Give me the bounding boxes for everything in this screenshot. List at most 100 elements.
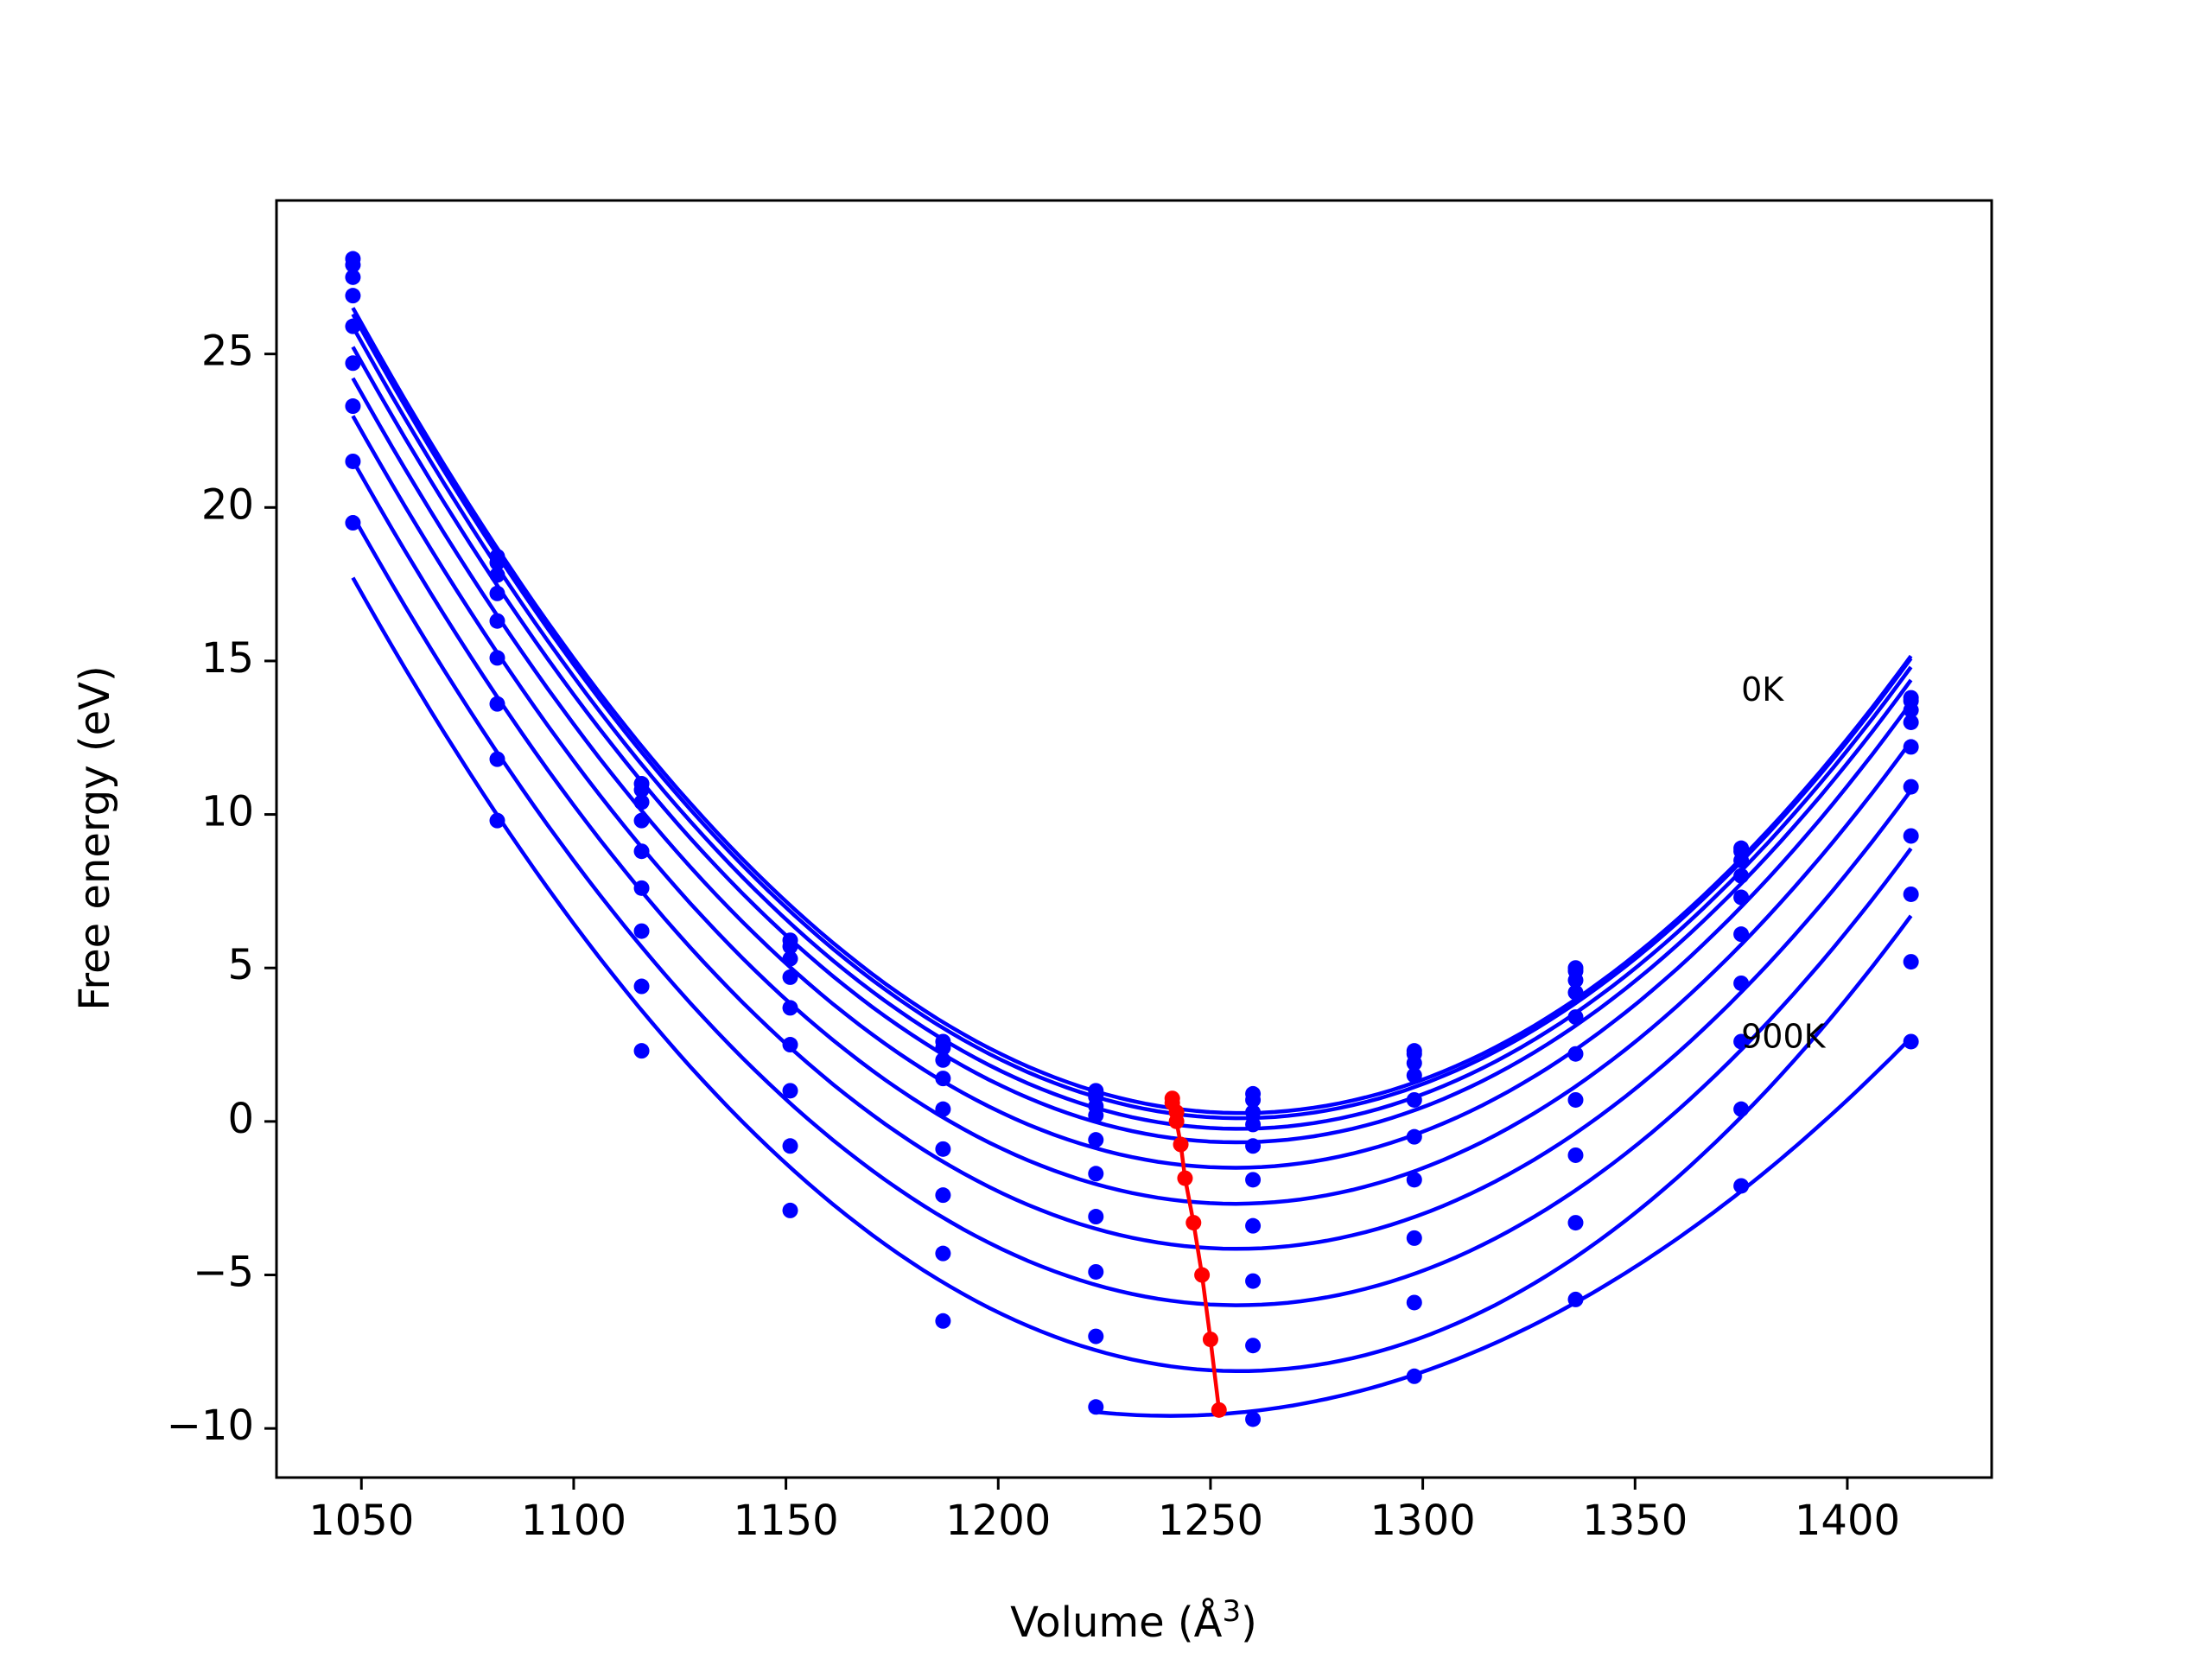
data-point xyxy=(1567,984,1584,1001)
data-point xyxy=(489,812,505,829)
y-tick-label: 10 xyxy=(201,788,254,836)
data-point xyxy=(1406,1067,1422,1084)
minimum-point xyxy=(1202,1332,1218,1348)
data-point xyxy=(1733,975,1750,991)
minimum-point xyxy=(1211,1402,1227,1418)
data-point xyxy=(1903,1033,1919,1050)
data-point xyxy=(935,1187,951,1204)
data-point xyxy=(1733,1178,1750,1194)
data-point xyxy=(1903,779,1919,795)
fit-curve-1 xyxy=(351,313,1913,1121)
data-point xyxy=(1733,868,1750,884)
fit-curve-3 xyxy=(351,346,1913,1145)
data-point xyxy=(935,1101,951,1117)
data-point xyxy=(1245,1138,1262,1154)
data-point xyxy=(345,257,361,273)
data-point xyxy=(1088,1166,1104,1182)
data-point xyxy=(1406,1055,1422,1071)
x-tick-label: 1150 xyxy=(734,1497,839,1545)
data-point xyxy=(782,1138,798,1154)
data-point xyxy=(1245,1104,1262,1121)
data-point xyxy=(1406,1172,1422,1188)
data-point xyxy=(489,555,505,571)
data-point xyxy=(1406,1294,1422,1311)
x-axis-label-unit: Å xyxy=(1194,1598,1223,1647)
data-point xyxy=(489,613,505,629)
data-point xyxy=(1088,1399,1104,1415)
data-point xyxy=(1903,714,1919,730)
data-point xyxy=(1567,1215,1584,1231)
x-axis: 1050 1100 1150 1200 1250 1300 1350 1400 xyxy=(308,1478,1900,1545)
annotation-1: 900K xyxy=(1741,1017,1827,1055)
y-tick-label: 25 xyxy=(201,327,254,376)
y-tick-label: 0 xyxy=(227,1095,254,1143)
data-point xyxy=(1733,852,1750,868)
data-point xyxy=(782,969,798,985)
minimum-point xyxy=(1177,1170,1193,1186)
x-axis-label-exponent: 3 xyxy=(1222,1594,1241,1629)
fit-curve-9 xyxy=(1096,1036,1913,1418)
data-point xyxy=(782,1202,798,1218)
data-point xyxy=(1567,1009,1584,1026)
data-point xyxy=(1245,1172,1262,1188)
fit-curve-6 xyxy=(351,459,1913,1251)
data-point xyxy=(1088,1328,1104,1344)
data-point xyxy=(345,453,361,469)
data-point xyxy=(1088,1209,1104,1225)
data-point xyxy=(633,923,650,939)
data-point xyxy=(345,288,361,304)
data-point xyxy=(1406,1128,1422,1145)
data-point xyxy=(345,269,361,285)
points-layer xyxy=(345,251,1919,1427)
data-point xyxy=(1245,1273,1262,1289)
data-point xyxy=(633,843,650,860)
data-point xyxy=(1903,828,1919,844)
data-point xyxy=(1406,1368,1422,1384)
data-point xyxy=(345,355,361,372)
x-tick-label: 1250 xyxy=(1158,1497,1263,1545)
data-point xyxy=(1903,702,1919,718)
data-point xyxy=(782,1083,798,1099)
y-tick-label: 20 xyxy=(201,480,254,529)
minimum-point xyxy=(1194,1267,1211,1283)
data-point xyxy=(1567,1091,1584,1108)
data-point xyxy=(1903,886,1919,902)
y-tick-label: 15 xyxy=(201,634,254,683)
data-point xyxy=(935,1071,951,1087)
data-point xyxy=(782,950,798,967)
data-point xyxy=(1088,1263,1104,1280)
x-tick-label: 1200 xyxy=(945,1497,1051,1545)
data-point xyxy=(1088,1132,1104,1148)
data-point xyxy=(1733,926,1750,943)
data-point xyxy=(1245,1091,1262,1108)
data-point xyxy=(1567,972,1584,988)
annotation-0: 0K xyxy=(1741,671,1784,709)
data-point xyxy=(782,1000,798,1016)
data-point xyxy=(1245,1116,1262,1133)
data-point xyxy=(489,650,505,666)
data-point xyxy=(489,585,505,601)
x-tick-label: 1400 xyxy=(1795,1497,1900,1545)
data-point xyxy=(345,398,361,415)
data-point xyxy=(633,782,650,798)
x-axis-label: Volume (Å3) xyxy=(1010,1594,1257,1647)
data-point xyxy=(489,751,505,767)
x-tick-label: 1350 xyxy=(1582,1497,1688,1545)
data-point xyxy=(782,938,798,955)
data-point xyxy=(633,978,650,995)
data-point xyxy=(935,1313,951,1329)
fit-curve-2 xyxy=(351,326,1913,1131)
y-tick-label: −10 xyxy=(167,1402,254,1450)
data-point xyxy=(935,1141,951,1157)
data-point xyxy=(345,515,361,531)
data-point xyxy=(1903,739,1919,755)
y-tick-label: 5 xyxy=(227,941,254,989)
y-tick-label: −5 xyxy=(193,1249,254,1297)
minimum-point xyxy=(1173,1136,1189,1153)
data-point xyxy=(633,1043,650,1059)
data-point xyxy=(489,567,505,583)
data-point xyxy=(1245,1217,1262,1234)
data-point xyxy=(1406,1230,1422,1246)
fit-curve-4 xyxy=(351,377,1913,1170)
